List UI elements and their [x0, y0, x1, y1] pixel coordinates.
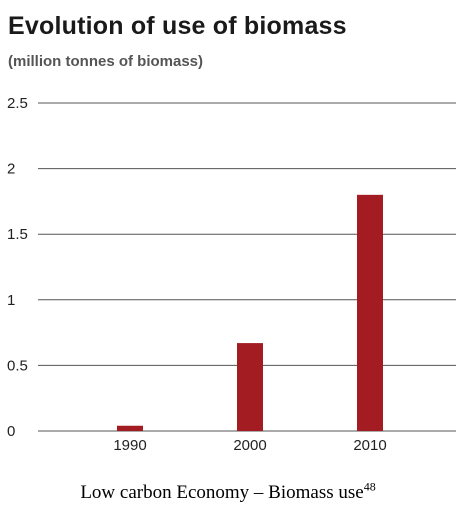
y-tick-label: 0 — [7, 423, 15, 440]
y-tick-label: 2.5 — [7, 95, 28, 112]
x-tick-label: 1990 — [113, 437, 146, 454]
chart-title: Evolution of use of biomass — [8, 12, 347, 40]
bar-2000 — [237, 343, 263, 431]
x-tick-label: 2000 — [233, 437, 266, 454]
y-tick-label: 1.5 — [7, 226, 28, 243]
y-tick-label: 2 — [7, 161, 15, 178]
bar-1990 — [117, 425, 143, 431]
figure-caption: Low carbon Economy – Biomass use48 — [0, 479, 456, 504]
y-tick-label: 0.5 — [7, 357, 28, 374]
caption-footnote: 48 — [363, 479, 376, 494]
caption-text: Low carbon Economy – Biomass use — [80, 482, 364, 503]
bar-2010 — [357, 194, 383, 431]
y-tick-label: 1 — [7, 292, 15, 309]
bar-chart: 0 0.5 1 1.5 2 2.5 1990 2000 2010 — [7, 95, 456, 454]
x-tick-label: 2010 — [353, 437, 386, 454]
chart-subtitle: (million tonnes of biomass) — [8, 53, 204, 70]
